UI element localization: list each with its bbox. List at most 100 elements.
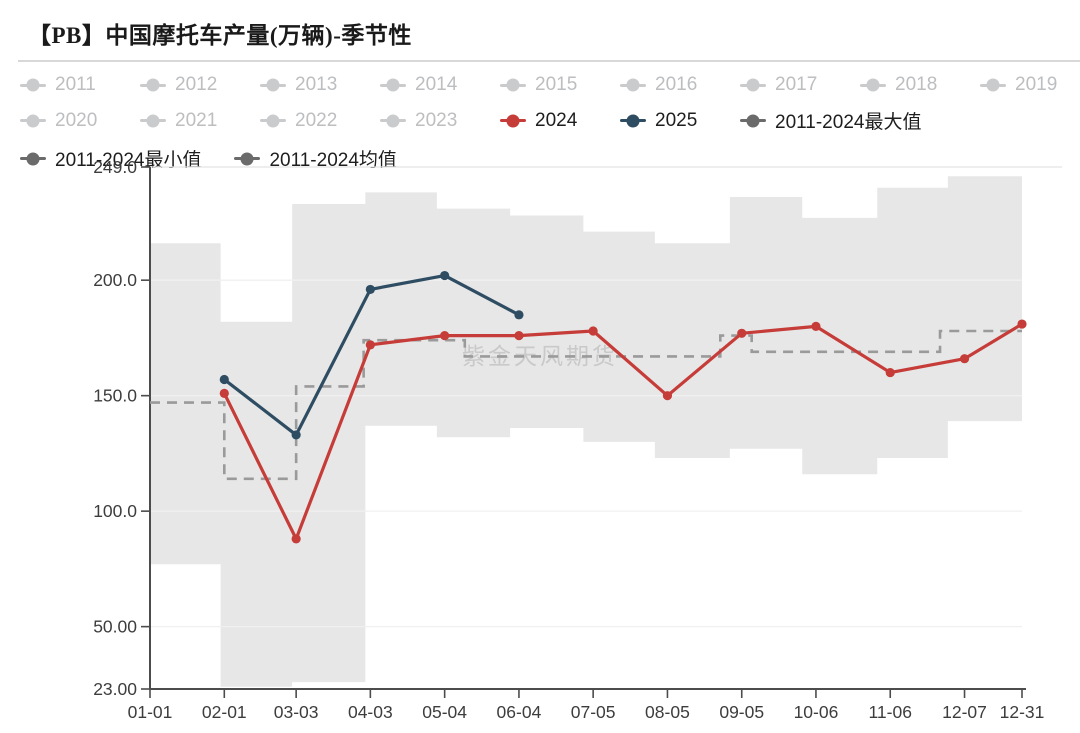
x-tick-label: 04-03	[348, 702, 393, 722]
min-max-band	[150, 176, 1022, 687]
legend-label: 2012	[175, 74, 218, 95]
series-2024-point	[365, 340, 375, 350]
legend-label: 2019	[1015, 74, 1058, 95]
x-tick-label: 11-06	[869, 702, 912, 722]
legend-label: 2025	[655, 109, 698, 131]
legend-label: 2017	[775, 74, 818, 95]
series-2024-point	[588, 326, 598, 336]
legend-item-2021[interactable]: 2021	[140, 110, 227, 132]
legend-item-2012[interactable]: 2012	[140, 74, 227, 96]
y-tick-label: 23.00	[93, 679, 137, 699]
series-2024-point	[219, 388, 229, 398]
legend-label: 2024	[535, 109, 578, 131]
legend-label: 2013	[295, 74, 338, 95]
legend-item-2011-2024-[interactable]: 2011-2024均值	[234, 145, 397, 172]
legend-item-2017[interactable]: 2017	[740, 74, 827, 96]
series-2024-point	[514, 331, 524, 341]
legend-row-1: 2011 2012 2013 2014 2015 2016 2017 2018 2019	[20, 74, 1080, 96]
chart-legend: 2011 2012 2013 2014 2015 2016 2017 2018 2019 2020…	[20, 74, 1080, 172]
legend-line-dot-icon	[380, 119, 406, 122]
legend-item-2020[interactable]: 2020	[20, 110, 107, 132]
legend-item-2011-2024-[interactable]: 2011-2024最小值	[20, 145, 201, 172]
y-tick-label: 200.0	[93, 270, 137, 290]
legend-line-dot-icon	[500, 119, 526, 122]
legend-item-2011[interactable]: 2011	[20, 74, 107, 96]
legend-item-2014[interactable]: 2014	[380, 74, 467, 96]
legend-line-dot-icon	[620, 83, 646, 87]
title-divider	[18, 60, 1080, 62]
legend-label: 2015	[535, 74, 578, 95]
legend-line-dot-icon	[260, 119, 286, 122]
series-2024-point	[811, 321, 821, 331]
legend-item-2015[interactable]: 2015	[500, 74, 587, 96]
legend-label: 2011-2024最小值	[55, 150, 202, 171]
x-tick-label: 12-31	[1000, 702, 1045, 722]
series-2025-point	[219, 374, 229, 385]
legend-line-dot-icon	[380, 83, 406, 87]
legend-line-dot-icon	[260, 83, 286, 87]
legend-item-2024[interactable]: 2024	[500, 110, 587, 132]
legend-row-3: 2011-2024最小值 2011-2024均值	[20, 145, 1080, 172]
x-tick-label: 08-05	[645, 702, 690, 722]
series-2025-point	[365, 284, 375, 295]
legend-line-dot-icon	[620, 119, 646, 122]
series-2024-point	[440, 331, 450, 341]
series-2024-point	[291, 534, 301, 544]
series-2024-point	[885, 367, 895, 378]
x-tick-label: 09-05	[719, 702, 764, 722]
legend-label: 2023	[415, 109, 458, 131]
legend-line-dot-icon	[20, 157, 46, 160]
legend-label: 2016	[655, 74, 698, 95]
y-tick-label: 150.0	[93, 386, 137, 406]
legend-label: 2011-2024均值	[269, 150, 397, 171]
legend-line-dot-icon	[740, 83, 766, 87]
legend-item-2025[interactable]: 2025	[620, 110, 707, 132]
legend-label: 2018	[895, 74, 938, 95]
legend-line-dot-icon	[140, 119, 166, 122]
legend-label: 2021	[175, 109, 218, 131]
x-tick-label: 05-04	[422, 702, 467, 722]
x-tick-label: 01-01	[128, 702, 173, 722]
page-title: 【PB】中国摩托车产量(万辆)-季节性	[28, 23, 412, 48]
series-2024-point	[1017, 319, 1027, 329]
legend-label: 2011	[55, 74, 96, 95]
legend-item-2011-2024-[interactable]: 2011-2024最大值	[740, 107, 921, 134]
legend-item-2023[interactable]: 2023	[380, 110, 467, 132]
series-2025-point	[514, 310, 524, 320]
series-2025-point	[440, 270, 450, 281]
x-tick-label: 10-06	[794, 702, 839, 722]
legend-line-dot-icon	[860, 83, 886, 87]
legend-item-2019[interactable]: 2019	[980, 74, 1067, 96]
legend-label: 2014	[415, 74, 458, 95]
legend-line-dot-icon	[20, 119, 46, 122]
x-tick-label: 06-04	[497, 702, 542, 722]
legend-label: 2022	[295, 109, 338, 131]
series-2024-line	[222, 322, 1023, 541]
legend-item-2022[interactable]: 2022	[260, 110, 347, 132]
legend-line-dot-icon	[234, 157, 261, 160]
y-tick-label: 50.00	[93, 617, 137, 637]
legend-line-dot-icon	[980, 83, 1006, 87]
series-2024-point	[737, 328, 747, 338]
legend-line-dot-icon	[740, 119, 766, 122]
legend-label: 2020	[55, 109, 98, 131]
series-2024-point	[662, 391, 673, 401]
legend-label: 2011-2024最大值	[775, 112, 922, 133]
legend-line-dot-icon	[140, 83, 166, 87]
legend-item-2016[interactable]: 2016	[620, 74, 707, 96]
x-tick-label: 02-01	[202, 702, 247, 722]
series-2025-point	[291, 430, 301, 440]
legend-item-2018[interactable]: 2018	[860, 74, 947, 96]
x-tick-label: 03-03	[274, 702, 319, 722]
legend-line-dot-icon	[500, 83, 526, 87]
legend-row-2: 2020 2021 2022 2023 2024 2025 2011-2024最大值	[20, 107, 1080, 134]
x-tick-label: 12-07	[942, 702, 987, 722]
legend-item-2013[interactable]: 2013	[260, 74, 347, 96]
series-2024-point	[959, 354, 970, 364]
y-tick-label: 249.0	[93, 157, 137, 177]
x-tick-label: 07-05	[571, 702, 616, 722]
y-tick-label: 100.0	[93, 501, 137, 521]
legend-line-dot-icon	[20, 83, 46, 87]
